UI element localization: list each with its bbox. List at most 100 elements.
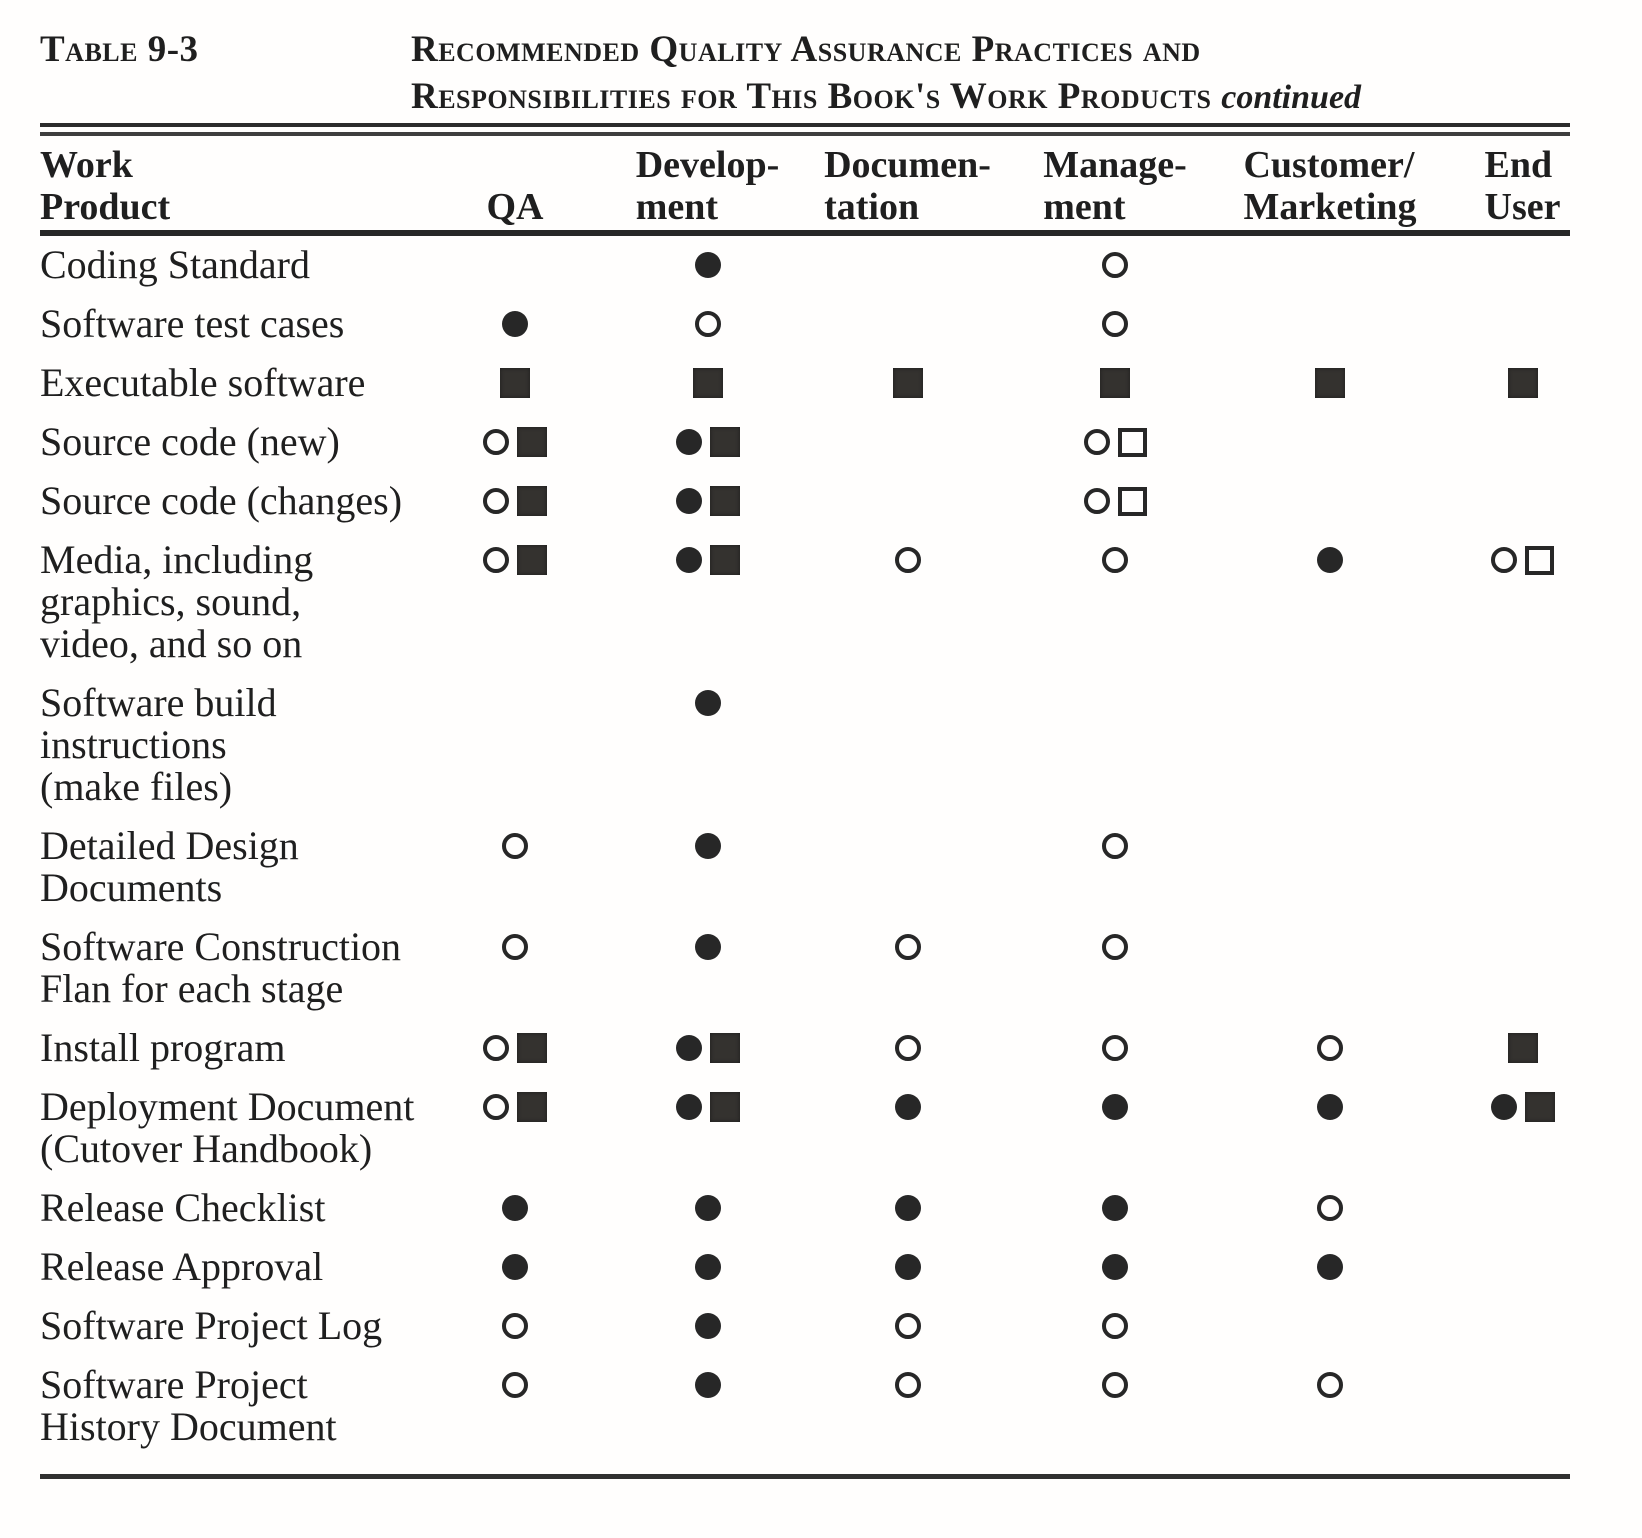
filled-circle-symbol xyxy=(1102,1195,1128,1221)
open-circle-symbol xyxy=(483,429,509,455)
cell-end-user xyxy=(1430,539,1615,581)
open-circle-symbol xyxy=(1102,934,1128,960)
cell-development xyxy=(600,362,815,404)
cell-qa xyxy=(430,480,600,522)
work-product-label-line: Media, including xyxy=(40,537,314,582)
filled-square-symbol xyxy=(709,1033,740,1063)
open-square-symbol xyxy=(1525,545,1554,575)
filled-circle-symbol xyxy=(894,1094,921,1120)
work-product-label-line: Source code (new) xyxy=(40,419,340,464)
column-header-customer-marketing: Customer/ Marketing xyxy=(1243,144,1417,228)
cell-qa xyxy=(430,1305,600,1347)
filled-square-symbol xyxy=(517,486,547,516)
cell-customer-marketing xyxy=(1230,1086,1430,1128)
work-product-label-line: Deployment Document xyxy=(40,1084,415,1129)
work-product-label-line: Software build xyxy=(40,680,277,725)
cell-qa xyxy=(430,1086,600,1128)
table-row: Source code (changes) xyxy=(40,480,1642,522)
filled-circle-symbol xyxy=(675,1094,702,1120)
work-product-label: Detailed Design Documents xyxy=(40,825,430,909)
cell-development xyxy=(600,480,815,522)
work-product-label: Source code (new) xyxy=(40,421,430,463)
cell-management xyxy=(1000,1086,1230,1128)
filled-square-symbol xyxy=(517,427,547,457)
cell-management xyxy=(1000,825,1230,867)
table-top-rule xyxy=(40,123,1570,136)
table-bottom-rule xyxy=(40,1474,1570,1479)
cell-management xyxy=(1000,303,1230,345)
header-separator-rule xyxy=(40,230,1570,236)
work-product-label: Install program xyxy=(40,1027,430,1069)
filled-circle-symbol xyxy=(694,1372,721,1398)
table-row: Coding Standard xyxy=(40,244,1642,286)
cell-development xyxy=(600,825,815,867)
column-header-end-user: End User xyxy=(1484,144,1561,228)
title-continued: continued xyxy=(1221,79,1362,116)
table-row: Release Approval xyxy=(40,1246,1642,1288)
work-product-label: Deployment Document (Cutover Handbook) xyxy=(40,1086,430,1170)
cell-customer-marketing xyxy=(1230,682,1430,724)
cell-qa xyxy=(430,303,600,345)
work-product-label-line: Software Project Log xyxy=(40,1303,383,1348)
cell-management xyxy=(1000,539,1230,581)
cell-customer-marketing xyxy=(1230,539,1430,581)
cell-qa xyxy=(430,244,600,286)
cell-development xyxy=(600,1305,815,1347)
filled-square-symbol xyxy=(517,1033,547,1063)
column-header-documentation: Documen- tation xyxy=(824,144,991,228)
open-circle-symbol xyxy=(1083,488,1110,514)
cell-documentation xyxy=(815,1246,1000,1288)
cell-customer-marketing xyxy=(1230,421,1430,463)
filled-circle-symbol xyxy=(694,1254,721,1280)
cell-management xyxy=(1000,1187,1230,1229)
work-product-label-line: Release Checklist xyxy=(40,1185,326,1230)
column-header-management: Manage- ment xyxy=(1043,144,1187,228)
cell-management xyxy=(1000,1305,1230,1347)
cell-development xyxy=(600,926,815,968)
open-circle-symbol xyxy=(502,1372,528,1398)
cell-management xyxy=(1000,1364,1230,1406)
filled-circle-symbol xyxy=(894,1254,921,1280)
cell-documentation xyxy=(815,1027,1000,1069)
cell-documentation xyxy=(815,1187,1000,1229)
work-product-label-line: Detailed Design xyxy=(40,823,299,868)
cell-development xyxy=(600,682,815,724)
table-title-block: Table 9-3 Recommended Quality Assurance … xyxy=(40,26,1570,121)
work-product-label: Media, including graphics, sound, video, a… xyxy=(40,539,430,665)
open-circle-symbol xyxy=(1102,1372,1128,1398)
cell-documentation xyxy=(815,825,1000,867)
table-row: Software Construction Flan for each stage xyxy=(40,926,1642,1010)
open-circle-symbol xyxy=(1102,1035,1128,1061)
work-product-label-line: Release Approval xyxy=(40,1244,324,1289)
open-square-symbol xyxy=(1117,427,1147,457)
filled-circle-symbol xyxy=(1102,1094,1128,1120)
filled-circle-symbol xyxy=(1317,547,1343,573)
cell-management xyxy=(1000,480,1230,522)
cell-development xyxy=(600,1187,815,1229)
filled-circle-symbol xyxy=(694,934,721,960)
filled-circle-symbol xyxy=(694,1195,721,1221)
open-circle-symbol xyxy=(1102,547,1128,573)
cell-management xyxy=(1000,682,1230,724)
filled-circle-symbol xyxy=(694,833,721,859)
filled-square-symbol xyxy=(1100,368,1130,398)
work-product-label-line: (Cutover Handbook) xyxy=(40,1126,373,1171)
open-circle-symbol xyxy=(1102,311,1128,337)
work-product-label-line: Executable software xyxy=(40,360,366,405)
cell-development xyxy=(600,303,815,345)
open-circle-symbol xyxy=(894,547,921,573)
cell-customer-marketing xyxy=(1230,362,1430,404)
filled-square-symbol xyxy=(692,368,723,398)
cell-end-user xyxy=(1430,926,1615,968)
work-product-label: Coding Standard xyxy=(40,244,430,286)
open-circle-symbol xyxy=(1317,1372,1343,1398)
filled-square-symbol xyxy=(892,368,923,398)
cell-customer-marketing xyxy=(1230,303,1430,345)
cell-end-user xyxy=(1430,1305,1615,1347)
filled-circle-symbol xyxy=(502,1254,528,1280)
filled-square-symbol xyxy=(517,545,547,575)
cell-qa xyxy=(430,1187,600,1229)
cell-management xyxy=(1000,362,1230,404)
filled-circle-symbol xyxy=(694,1313,721,1339)
work-product-label-line: instructions xyxy=(40,722,227,767)
